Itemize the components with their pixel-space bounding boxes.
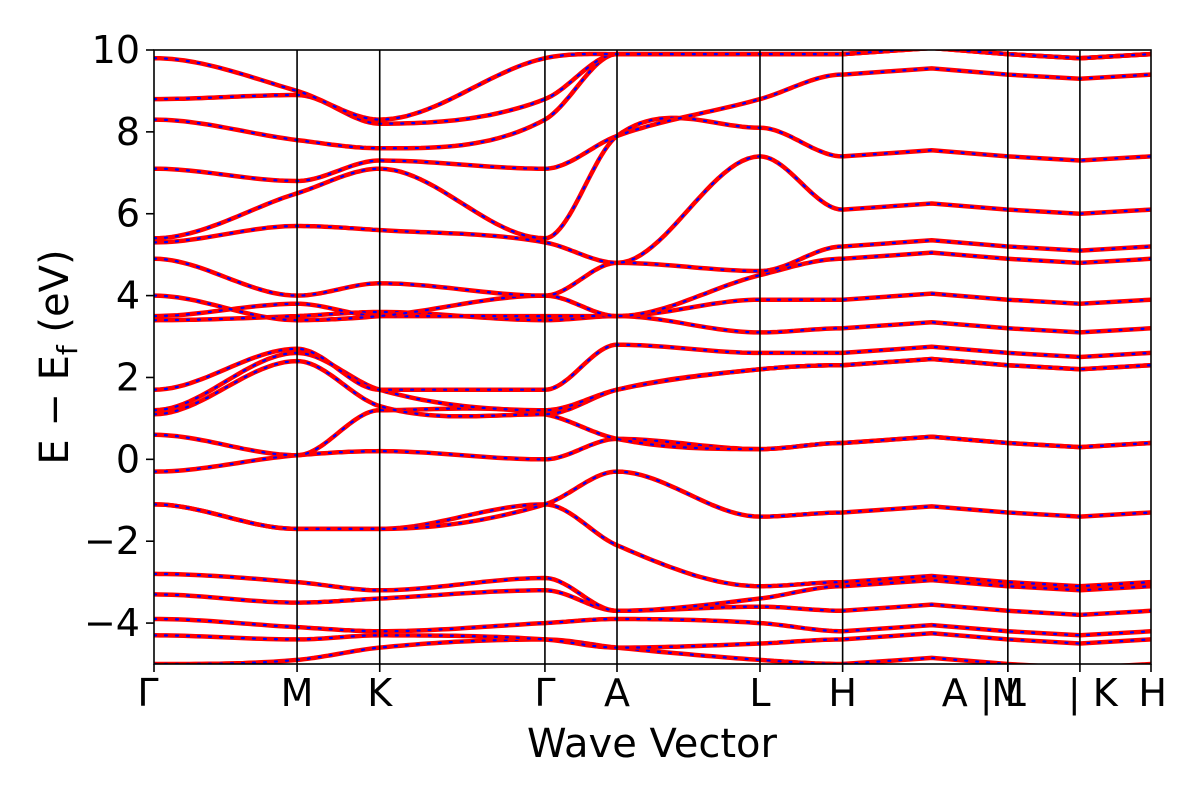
y-tick-label: −4 <box>84 601 140 645</box>
band-overlay-17 <box>154 116 1151 240</box>
band-overlay-18 <box>154 67 1151 183</box>
y-tick-label: 8 <box>116 110 140 154</box>
y-tick-label: 10 <box>92 28 140 72</box>
band-overlay-2 <box>154 617 1151 637</box>
band-overlay-3 <box>154 589 1151 617</box>
y-axis-title-subscript: f <box>51 344 84 355</box>
plot-frame <box>153 49 1152 665</box>
x-tick-label: A | L <box>942 671 1026 716</box>
band-overlay-1 <box>154 632 1151 649</box>
x-tick-label: H <box>1138 671 1167 715</box>
band-line-15 <box>154 238 1151 298</box>
band-overlay-12 <box>154 310 1151 334</box>
x-tick-label: K <box>367 671 393 715</box>
band-overlay-6 <box>154 470 1151 530</box>
band-overlay-11 <box>154 343 1151 391</box>
y-tick-label: 0 <box>116 437 140 481</box>
kpoint-lines <box>296 50 1081 664</box>
x-tick-label: L <box>749 671 770 715</box>
y-axis: −4 −2 0 2 4 6 8 10 <box>84 28 154 645</box>
x-tick-label: Γ <box>137 671 158 715</box>
band-overlay-7 <box>154 435 1151 473</box>
x-tick-label: M <box>281 671 314 715</box>
x-tick-label: A <box>604 671 630 715</box>
band-overlay-8 <box>154 407 1151 457</box>
x-tick-label: Γ <box>534 671 555 715</box>
y-axis-title-unit: (eV) <box>32 249 78 345</box>
y-axis-title-main: E − E <box>32 355 78 465</box>
y-tick-label: 4 <box>116 274 140 318</box>
band-overlay-10 <box>154 351 1151 412</box>
band-overlay-16 <box>154 155 1151 265</box>
y-tick-label: −2 <box>84 519 140 563</box>
band-overlay-5 <box>154 503 1151 588</box>
x-tick-label: | K <box>1068 671 1119 716</box>
x-tick-label: M <box>991 671 1024 715</box>
band-overlay-4 <box>154 572 1151 612</box>
y-tick-label: 2 <box>116 355 140 399</box>
y-axis-title: E − Ef (eV) <box>32 249 84 464</box>
bands-layer <box>154 50 1151 664</box>
band-overlay-13 <box>154 292 1151 318</box>
band-overlay-21 <box>154 50 1151 121</box>
y-tick-label: 6 <box>116 192 140 236</box>
x-tick-label: H <box>828 671 857 715</box>
x-axis-title: Wave Vector <box>527 721 778 767</box>
